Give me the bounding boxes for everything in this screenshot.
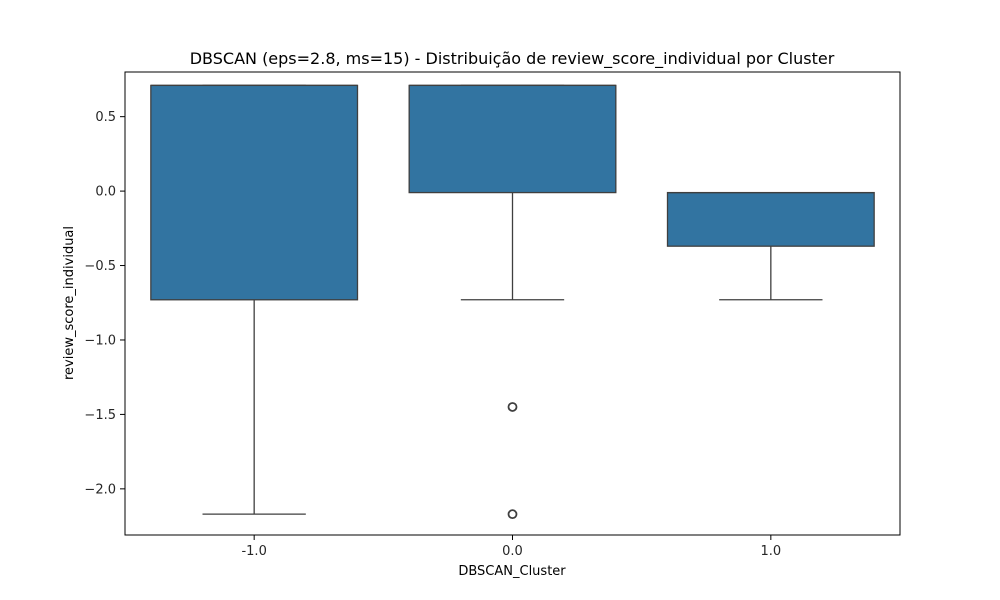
- x-tick-label: -1.0: [241, 544, 266, 559]
- x-axis: -1.0 0.0 1.0: [241, 535, 781, 559]
- plot-area: [150, 84, 875, 520]
- x-axis-label: DBSCAN_Cluster: [458, 564, 566, 579]
- x-tick-label: 0.0: [502, 544, 523, 559]
- y-tick-label: 0.0: [95, 185, 116, 200]
- box-1.0: [666, 191, 875, 301]
- box-iqr: [408, 84, 617, 194]
- y-tick-label: 0.5: [95, 110, 116, 125]
- y-axis-label: review_score_individual: [62, 226, 77, 380]
- y-axis: 0.5 0.0 −0.5 −1.0 −1.5 −2.0: [84, 110, 125, 497]
- outlier-point: [507, 509, 518, 520]
- box-iqr: [666, 191, 875, 247]
- box-iqr: [150, 84, 359, 301]
- box--1.0: [150, 84, 359, 515]
- y-tick-label: −1.5: [84, 408, 116, 423]
- y-tick-label: −0.5: [84, 259, 116, 274]
- chart-title: DBSCAN (eps=2.8, ms=15) - Distribuição d…: [190, 49, 835, 69]
- y-tick-label: −2.0: [84, 482, 116, 497]
- x-tick-label: 1.0: [760, 544, 781, 559]
- y-tick-label: −1.0: [84, 333, 116, 348]
- box-0.0: [408, 84, 617, 520]
- outlier-point: [507, 402, 518, 412]
